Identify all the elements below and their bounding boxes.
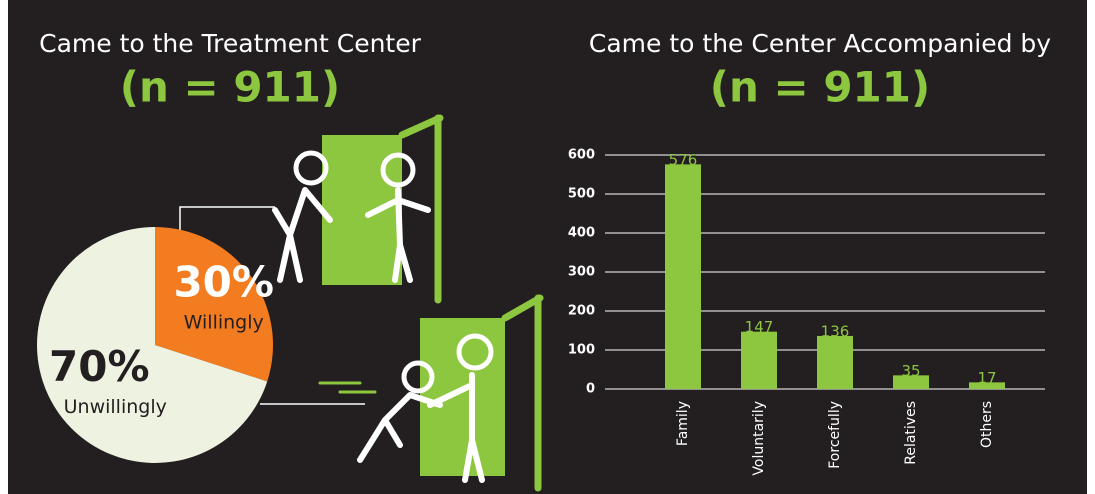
- value-label: 30%: [173, 258, 274, 307]
- y-tick-label: 300: [568, 265, 595, 280]
- x-tick-label: Others: [979, 401, 995, 448]
- value-label: 70%: [49, 342, 150, 391]
- y-tick-label: 100: [568, 343, 595, 358]
- bar: [665, 164, 701, 389]
- data-label: 17: [977, 369, 996, 387]
- data-label: 35: [901, 362, 920, 380]
- data-label: 147: [745, 318, 774, 336]
- y-tick-label: 200: [568, 304, 595, 319]
- page: Came to the Treatment Center (n = 911) 30%…: [0, 0, 1095, 494]
- bar: [741, 332, 777, 389]
- chart-title: Came to the Treatment Center: [39, 29, 421, 58]
- x-tick-label: Voluntarily: [751, 401, 767, 476]
- y-tick-label: 400: [568, 226, 595, 241]
- chart-subtitle: (n = 911): [710, 63, 930, 112]
- y-tick-label: 500: [568, 187, 595, 202]
- category-label: Willingly: [184, 312, 264, 334]
- x-tick-label: Family: [675, 401, 691, 446]
- category-label: Unwillingly: [64, 396, 167, 418]
- x-tick-label: Relatives: [903, 401, 919, 465]
- x-tick-label: Forcefully: [827, 401, 843, 469]
- data-label: 576: [669, 151, 698, 169]
- chart-title: Came to the Center Accompanied by: [589, 29, 1051, 58]
- infographic: Came to the Treatment Center (n = 911) 30%…: [0, 0, 1095, 494]
- y-tick-label: 0: [586, 382, 595, 397]
- data-label: 136: [821, 322, 850, 340]
- y-tick-label: 600: [568, 148, 595, 163]
- chart-subtitle: (n = 911): [120, 63, 340, 112]
- bar: [817, 336, 853, 389]
